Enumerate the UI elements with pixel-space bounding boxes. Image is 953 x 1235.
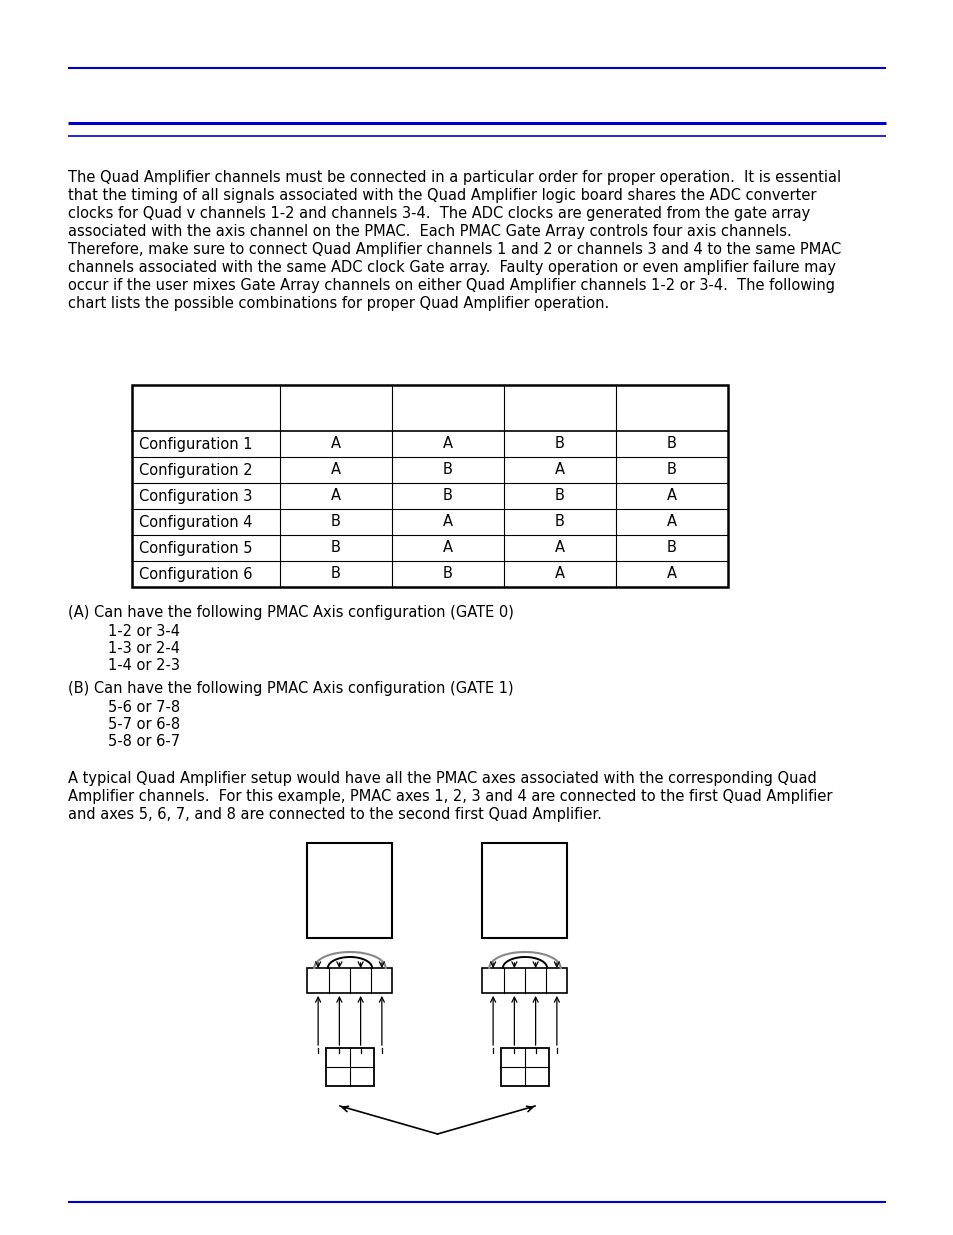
Text: chart lists the possible combinations for proper Quad Amplifier operation.: chart lists the possible combinations fo… [68,296,609,311]
Text: A: A [666,489,677,504]
Text: B: B [442,567,453,582]
Text: B: B [331,515,340,530]
Bar [307,968,392,993]
Text: B: B [555,436,564,452]
Text: A: A [666,567,677,582]
Bar [307,844,392,939]
Text: (A) Can have the following PMAC Axis configuration (GATE 0): (A) Can have the following PMAC Axis con… [68,605,514,620]
Text: B: B [666,541,677,556]
Text: B: B [555,489,564,504]
Text: Configuration 2: Configuration 2 [139,462,253,478]
Text: (B) Can have the following PMAC Axis configuration (GATE 1): (B) Can have the following PMAC Axis con… [68,680,513,697]
Text: 1-2 or 3-4: 1-2 or 3-4 [108,624,180,638]
Text: clocks for Quad v channels 1-2 and channels 3-4.  The ADC clocks are generated f: clocks for Quad v channels 1-2 and chann… [68,206,809,221]
Text: A: A [555,541,564,556]
Text: B: B [331,567,340,582]
Bar [132,385,727,587]
Text: associated with the axis channel on the PMAC.  Each PMAC Gate Array controls fou: associated with the axis channel on the … [68,224,791,240]
Text: Configuration 4: Configuration 4 [139,515,253,530]
Text: A: A [331,489,340,504]
Text: Amplifier channels.  For this example, PMAC axes 1, 2, 3 and 4 are connected to : Amplifier channels. For this example, PM… [68,789,832,804]
Text: A: A [442,541,453,556]
Text: Configuration 5: Configuration 5 [139,541,253,556]
Text: The Quad Amplifier channels must be connected in a particular order for proper o: The Quad Amplifier channels must be conn… [68,170,841,185]
Text: A: A [331,462,340,478]
Bar [482,968,567,993]
Text: B: B [331,541,340,556]
Text: B: B [442,489,453,504]
Text: A typical Quad Amplifier setup would have all the PMAC axes associated with the : A typical Quad Amplifier setup would hav… [68,771,816,785]
Text: A: A [555,567,564,582]
Text: A: A [555,462,564,478]
Text: Configuration 3: Configuration 3 [139,489,253,504]
Text: B: B [442,462,453,478]
Text: that the timing of all signals associated with the Quad Amplifier logic board sh: that the timing of all signals associate… [68,188,816,203]
Text: occur if the user mixes Gate Array channels on either Quad Amplifier channels 1-: occur if the user mixes Gate Array chann… [68,278,834,293]
Text: Configuration 6: Configuration 6 [139,567,253,582]
Text: 1-3 or 2-4: 1-3 or 2-4 [108,641,180,656]
Text: 5-8 or 6-7: 5-8 or 6-7 [108,734,180,748]
Text: 1-4 or 2-3: 1-4 or 2-3 [108,658,180,673]
Text: and axes 5, 6, 7, and 8 are connected to the second first Quad Amplifier.: and axes 5, 6, 7, and 8 are connected to… [68,806,601,823]
Text: channels associated with the same ADC clock Gate array.  Faulty operation or eve: channels associated with the same ADC cl… [68,261,835,275]
Text: Therefore, make sure to connect Quad Amplifier channels 1 and 2 or channels 3 an: Therefore, make sure to connect Quad Amp… [68,242,841,257]
Bar [482,844,567,939]
Text: A: A [331,436,340,452]
Bar [326,1049,374,1086]
Text: Configuration 1: Configuration 1 [139,436,253,452]
Text: 5-6 or 7-8: 5-6 or 7-8 [108,700,180,715]
Text: A: A [666,515,677,530]
Bar [500,1049,548,1086]
Text: B: B [555,515,564,530]
Text: A: A [442,436,453,452]
Text: B: B [666,462,677,478]
Text: A: A [442,515,453,530]
Text: 5-7 or 6-8: 5-7 or 6-8 [108,718,180,732]
Text: B: B [666,436,677,452]
